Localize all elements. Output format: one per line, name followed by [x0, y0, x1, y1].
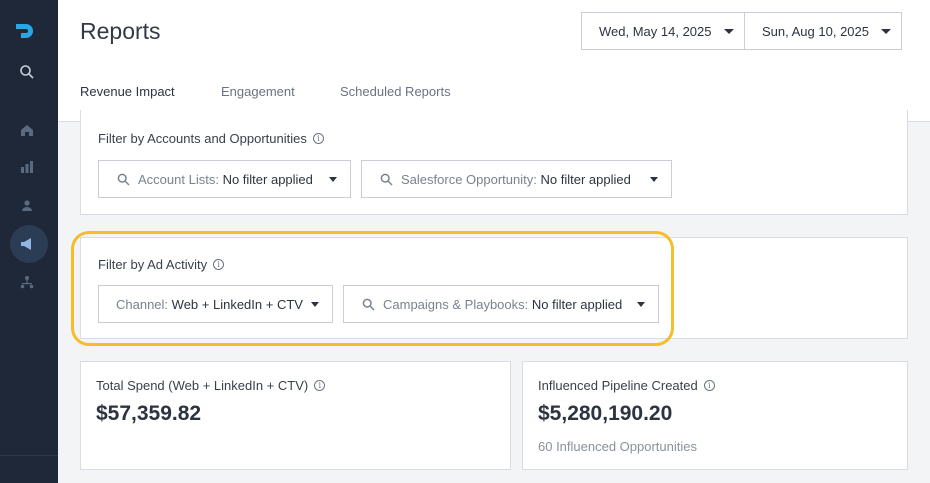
header: Reports Wed, May 14, 2025 Sun, Aug 10, 2… [58, 0, 930, 122]
channel-value: Web + LinkedIn + CTV [171, 296, 303, 312]
start-date-picker[interactable]: Wed, May 14, 2025 [581, 12, 745, 50]
influenced-pipeline-title-text: Influenced Pipeline Created [538, 378, 698, 393]
users-icon[interactable] [17, 195, 37, 215]
end-date-label: Sun, Aug 10, 2025 [762, 23, 869, 39]
info-icon[interactable]: i [312, 133, 324, 144]
ad-activity-filter-label-text: Filter by Ad Activity [98, 257, 208, 272]
org-chart-icon[interactable] [17, 272, 37, 292]
account-lists-value: No filter applied [222, 171, 313, 187]
home-icon[interactable] [17, 120, 37, 140]
campaigns-playbooks-key: Campaigns & Playbooks: [383, 296, 529, 312]
total-spend-value: $57,359.82 [96, 402, 202, 425]
search-icon [362, 298, 375, 311]
tab-revenue-impact[interactable]: Revenue Impact [80, 84, 175, 99]
search-icon [380, 173, 393, 186]
highlight-outline [71, 231, 674, 346]
chevron-down-icon [650, 177, 658, 182]
chevron-down-icon [723, 28, 734, 34]
chevron-down-icon [637, 302, 645, 307]
account-filter-label: Filter by Accounts and Opportunities i [98, 131, 324, 146]
channel-dropdown[interactable]: Channel: Web + LinkedIn + CTV [98, 285, 333, 323]
total-spend-title: Total Spend (Web + LinkedIn + CTV) i [96, 378, 326, 393]
account-filter-label-text: Filter by Accounts and Opportunities [98, 131, 307, 146]
chevron-down-icon [329, 177, 337, 182]
account-lists-key: Account Lists: [138, 171, 219, 187]
influenced-opportunities-count[interactable]: 60 Influenced Opportunities [538, 439, 697, 454]
salesforce-opportunity-key: Salesforce Opportunity: [401, 171, 537, 187]
campaigns-playbooks-dropdown[interactable]: Campaigns & Playbooks: No filter applied [343, 285, 659, 323]
ad-activity-filter-label: Filter by Ad Activity i [98, 257, 225, 272]
chevron-down-icon [311, 302, 319, 307]
account-lists-dropdown[interactable]: Account Lists: No filter applied [98, 160, 351, 198]
total-spend-title-text: Total Spend (Web + LinkedIn + CTV) [96, 378, 309, 393]
influenced-pipeline-card: Influenced Pipeline Created i $5,280,190… [522, 361, 908, 470]
sidebar [0, 0, 58, 483]
stats-icon[interactable] [17, 157, 37, 177]
tab-scheduled-reports[interactable]: Scheduled Reports [340, 84, 451, 99]
salesforce-opportunity-dropdown[interactable]: Salesforce Opportunity: No filter applie… [361, 160, 672, 198]
salesforce-opportunity-value: No filter applied [540, 171, 631, 187]
start-date-label: Wed, May 14, 2025 [599, 23, 712, 39]
info-icon[interactable]: i [703, 380, 715, 391]
influenced-pipeline-value: $5,280,190.20 [538, 402, 673, 425]
ad-activity-filter-card: Filter by Ad Activity i Channel: Web + L… [80, 237, 908, 339]
influenced-pipeline-title: Influenced Pipeline Created i [538, 378, 715, 393]
total-spend-card: Total Spend (Web + LinkedIn + CTV) i $57… [80, 361, 511, 470]
channel-key: Channel: [116, 296, 169, 312]
search-icon [117, 173, 130, 186]
tab-engagement[interactable]: Engagement [221, 84, 295, 99]
page-title: Reports [80, 18, 161, 44]
info-icon[interactable]: i [314, 380, 326, 391]
logo-icon[interactable] [13, 20, 37, 44]
megaphone-icon[interactable] [17, 234, 37, 254]
account-filter-card: Filter by Accounts and Opportunities i A… [80, 110, 908, 215]
sidebar-divider [0, 455, 58, 456]
info-icon[interactable]: i [213, 259, 225, 270]
search-icon[interactable] [17, 62, 37, 82]
campaigns-playbooks-value: No filter applied [531, 296, 623, 312]
chevron-down-icon [880, 28, 891, 34]
end-date-picker[interactable]: Sun, Aug 10, 2025 [744, 12, 902, 50]
